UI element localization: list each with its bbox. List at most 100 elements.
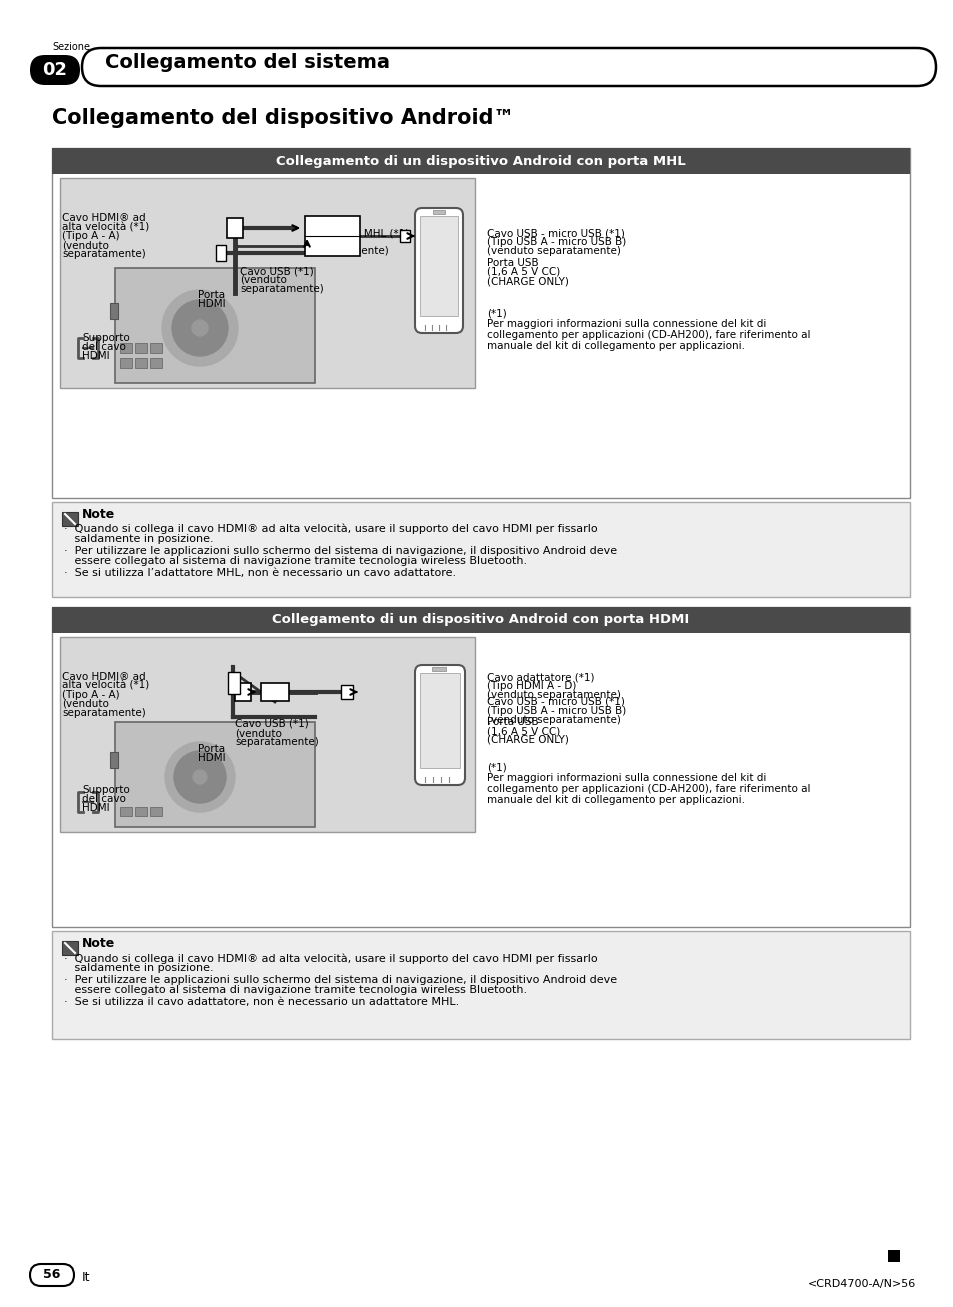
Text: saldamente in posizione.: saldamente in posizione. bbox=[64, 535, 213, 544]
Text: (venduto: (venduto bbox=[62, 240, 109, 250]
Text: (1,6 A 5 V CC): (1,6 A 5 V CC) bbox=[486, 725, 559, 736]
Text: Supporto: Supporto bbox=[82, 786, 130, 795]
Text: collegamento per applicazioni (CD-AH200), fare riferimento al: collegamento per applicazioni (CD-AH200)… bbox=[486, 784, 810, 793]
Text: 02: 02 bbox=[43, 61, 68, 78]
Bar bbox=[120, 358, 132, 369]
Text: (1,6 A 5 V CC): (1,6 A 5 V CC) bbox=[486, 267, 559, 277]
Text: ·  Quando si collega il cavo HDMI® ad alta velocità, usare il supporto del cavo : · Quando si collega il cavo HDMI® ad alt… bbox=[64, 524, 597, 535]
Text: Note: Note bbox=[82, 508, 115, 521]
Bar bbox=[234, 684, 251, 701]
Bar bbox=[419, 216, 457, 316]
Bar bbox=[52, 148, 909, 498]
Bar bbox=[887, 1249, 899, 1263]
Text: Per maggiori informazioni sulla connessione del kit di: Per maggiori informazioni sulla connessi… bbox=[486, 772, 765, 783]
Text: Collegamento di un dispositivo Android con porta MHL: Collegamento di un dispositivo Android c… bbox=[275, 154, 685, 167]
Text: Sezione: Sezione bbox=[52, 42, 90, 52]
Circle shape bbox=[172, 301, 228, 356]
Bar bbox=[52, 606, 909, 633]
Text: (venduto: (venduto bbox=[305, 237, 352, 247]
Bar bbox=[150, 806, 162, 816]
Text: Adattatore MHL (*1): Adattatore MHL (*1) bbox=[305, 227, 409, 238]
Bar bbox=[60, 637, 475, 833]
Text: (venduto: (venduto bbox=[62, 699, 109, 708]
Text: Per maggiori informazioni sulla connessione del kit di: Per maggiori informazioni sulla connessi… bbox=[486, 319, 765, 329]
Bar bbox=[115, 721, 314, 827]
Text: manuale del kit di collegamento per applicazioni.: manuale del kit di collegamento per appl… bbox=[486, 795, 744, 805]
Text: (*1): (*1) bbox=[486, 308, 506, 318]
Text: separatamente): separatamente) bbox=[62, 708, 146, 718]
Bar bbox=[60, 178, 475, 388]
FancyBboxPatch shape bbox=[30, 1264, 74, 1286]
Bar bbox=[432, 667, 446, 670]
Text: ·  Per utilizzare le applicazioni sullo schermo del sistema di navigazione, il d: · Per utilizzare le applicazioni sullo s… bbox=[64, 975, 617, 985]
Text: Porta: Porta bbox=[198, 744, 225, 754]
Bar bbox=[52, 931, 909, 1039]
Text: (Tipo A - A): (Tipo A - A) bbox=[62, 690, 119, 701]
Text: manuale del kit di collegamento per applicazioni.: manuale del kit di collegamento per appl… bbox=[486, 341, 744, 352]
Bar bbox=[261, 684, 289, 701]
FancyBboxPatch shape bbox=[30, 55, 80, 85]
FancyBboxPatch shape bbox=[415, 208, 462, 333]
Text: (venduto: (venduto bbox=[240, 274, 287, 285]
Text: (venduto: (venduto bbox=[234, 728, 281, 738]
Text: <CRD4700-A/N>56: <CRD4700-A/N>56 bbox=[807, 1280, 915, 1289]
Bar bbox=[150, 342, 162, 353]
Bar bbox=[150, 358, 162, 369]
Bar bbox=[433, 210, 444, 214]
Text: (Tipo A - A): (Tipo A - A) bbox=[62, 231, 119, 240]
Text: (Tipo HDMI A - D): (Tipo HDMI A - D) bbox=[486, 681, 576, 691]
Text: (venduto separatamente): (venduto separatamente) bbox=[486, 246, 620, 256]
Circle shape bbox=[192, 320, 208, 336]
Text: del cavo: del cavo bbox=[82, 342, 126, 352]
Text: ·  Se si utilizza l’adattatore MHL, non è necessario un cavo adattatore.: · Se si utilizza l’adattatore MHL, non è… bbox=[64, 569, 456, 578]
Text: alta velocità (*1): alta velocità (*1) bbox=[62, 222, 149, 233]
Text: Cavo HDMI® ad: Cavo HDMI® ad bbox=[62, 672, 146, 682]
Bar bbox=[419, 673, 459, 769]
Text: Note: Note bbox=[82, 937, 115, 950]
Text: HDMI: HDMI bbox=[82, 802, 110, 813]
Text: Cavo USB - micro USB (*1): Cavo USB - micro USB (*1) bbox=[486, 697, 624, 707]
Bar bbox=[120, 342, 132, 353]
Text: Porta USB: Porta USB bbox=[486, 718, 538, 727]
Text: HDMI: HDMI bbox=[82, 352, 110, 361]
Text: alta velocità (*1): alta velocità (*1) bbox=[62, 681, 149, 691]
Text: (CHARGE ONLY): (CHARGE ONLY) bbox=[486, 276, 568, 286]
Text: (venduto separatamente): (venduto separatamente) bbox=[486, 715, 620, 725]
Text: Porta USB: Porta USB bbox=[486, 257, 538, 268]
Bar bbox=[215, 244, 226, 261]
Text: essere collegato al sistema di navigazione tramite tecnologia wireless Bluetooth: essere collegato al sistema di navigazio… bbox=[64, 985, 527, 995]
FancyBboxPatch shape bbox=[415, 665, 464, 786]
Circle shape bbox=[165, 742, 234, 812]
Bar bbox=[135, 358, 147, 369]
Text: saldamente in posizione.: saldamente in posizione. bbox=[64, 963, 213, 972]
Polygon shape bbox=[62, 941, 78, 955]
Text: Cavo USB (*1): Cavo USB (*1) bbox=[234, 719, 309, 729]
FancyBboxPatch shape bbox=[82, 48, 935, 86]
Text: (Tipo USB A - micro USB B): (Tipo USB A - micro USB B) bbox=[486, 237, 625, 247]
Text: Collegamento del dispositivo Android™: Collegamento del dispositivo Android™ bbox=[52, 108, 514, 128]
Text: ·  Per utilizzare le applicazioni sullo schermo del sistema di navigazione, il d: · Per utilizzare le applicazioni sullo s… bbox=[64, 546, 617, 555]
Text: essere collegato al sistema di navigazione tramite tecnologia wireless Bluetooth: essere collegato al sistema di navigazio… bbox=[64, 555, 527, 566]
Text: Cavo HDMI® ad: Cavo HDMI® ad bbox=[62, 213, 146, 223]
Text: separatamente): separatamente) bbox=[240, 284, 323, 294]
Text: del cavo: del cavo bbox=[82, 793, 126, 804]
Text: separatamente): separatamente) bbox=[62, 250, 146, 259]
Bar bbox=[52, 606, 909, 927]
Bar bbox=[135, 806, 147, 816]
Text: Collegamento di un dispositivo Android con porta HDMI: Collegamento di un dispositivo Android c… bbox=[273, 613, 689, 626]
Bar bbox=[228, 672, 240, 694]
Text: (venduto separatamente): (venduto separatamente) bbox=[486, 690, 620, 701]
Circle shape bbox=[162, 290, 237, 366]
Text: Porta: Porta bbox=[198, 290, 225, 301]
Circle shape bbox=[173, 752, 226, 802]
Bar bbox=[120, 806, 132, 816]
Text: Collegamento del sistema: Collegamento del sistema bbox=[105, 54, 390, 72]
Bar bbox=[110, 303, 118, 319]
Text: Cavo USB - micro USB (*1): Cavo USB - micro USB (*1) bbox=[486, 227, 624, 238]
Text: Cavo USB (*1): Cavo USB (*1) bbox=[240, 267, 314, 276]
Text: ·  Se si utilizza il cavo adattatore, non è necessario un adattatore MHL.: · Se si utilizza il cavo adattatore, non… bbox=[64, 997, 458, 1006]
Text: Supporto: Supporto bbox=[82, 333, 130, 342]
Text: (Tipo USB A - micro USB B): (Tipo USB A - micro USB B) bbox=[486, 706, 625, 716]
Bar bbox=[52, 502, 909, 597]
Bar bbox=[110, 752, 118, 769]
